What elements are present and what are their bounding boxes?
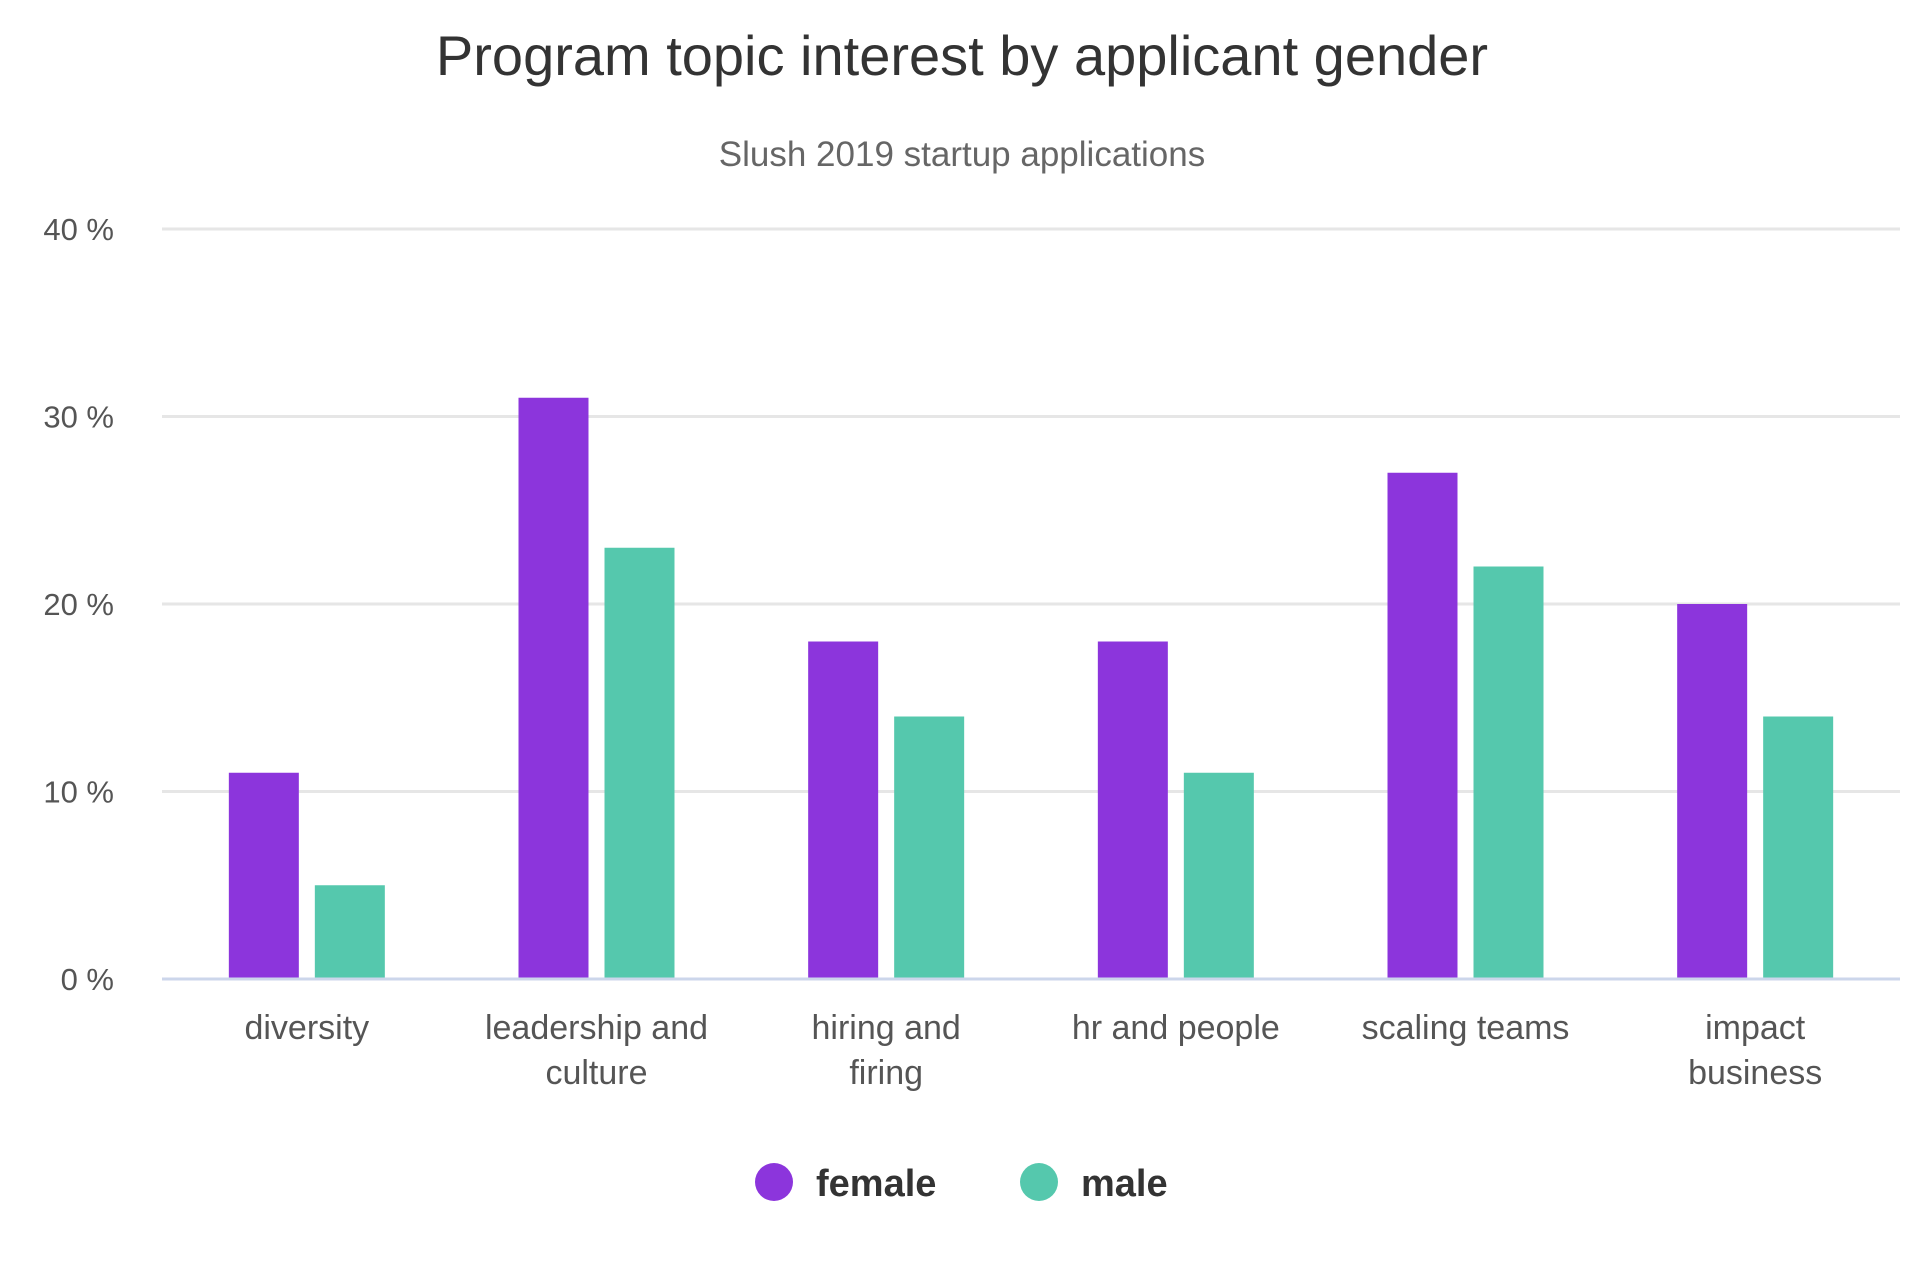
gridlines bbox=[162, 227, 1900, 793]
bar-male[interactable] bbox=[894, 716, 965, 980]
bar-male[interactable] bbox=[314, 885, 385, 979]
y-tick-label: 0 % bbox=[61, 962, 114, 997]
bar-female[interactable] bbox=[808, 641, 879, 980]
bar-male[interactable] bbox=[1763, 716, 1834, 980]
legend-label: male bbox=[1081, 1163, 1168, 1205]
x-tick-label: diversity bbox=[244, 1009, 369, 1047]
legend-swatch bbox=[755, 1163, 793, 1201]
legend-label: female bbox=[816, 1163, 936, 1205]
y-axis-ticks: 0 % 10 % 20 % 30 % 40 % bbox=[43, 212, 114, 997]
y-tick-label: 10 % bbox=[43, 775, 114, 810]
bars bbox=[228, 397, 1834, 980]
x-tick-label: business bbox=[1688, 1054, 1822, 1092]
legend-item-male[interactable]: male bbox=[1020, 1163, 1168, 1205]
bar-female[interactable] bbox=[518, 397, 589, 979]
bar-female[interactable] bbox=[1387, 472, 1458, 979]
bar-male[interactable] bbox=[1473, 566, 1544, 980]
bar-male[interactable] bbox=[1183, 772, 1254, 979]
y-tick-label: 40 % bbox=[43, 212, 114, 247]
chart-title: Program topic interest by applicant gend… bbox=[436, 24, 1488, 87]
x-tick-label: impact bbox=[1705, 1009, 1806, 1047]
x-tick-label: culture bbox=[545, 1054, 647, 1092]
x-tick-label: hr and people bbox=[1072, 1009, 1280, 1047]
x-tick-label: leadership and bbox=[485, 1009, 708, 1047]
bar-female[interactable] bbox=[1097, 641, 1168, 980]
y-tick-label: 30 % bbox=[43, 400, 114, 435]
y-tick-label: 20 % bbox=[43, 587, 114, 622]
bar-female[interactable] bbox=[228, 772, 299, 979]
chart-subtitle: Slush 2019 startup applications bbox=[719, 135, 1205, 174]
bar-female[interactable] bbox=[1677, 604, 1748, 979]
legend[interactable]: female male bbox=[755, 1163, 1168, 1205]
x-tick-label: hiring and bbox=[811, 1009, 960, 1047]
legend-swatch bbox=[1020, 1163, 1058, 1201]
x-tick-label: scaling teams bbox=[1362, 1009, 1570, 1047]
x-tick-label: firing bbox=[849, 1054, 923, 1092]
legend-item-female[interactable]: female bbox=[755, 1163, 936, 1205]
bar-male[interactable] bbox=[604, 547, 675, 979]
x-axis-ticks: diversity leadership and culture hiring and… bbox=[244, 1009, 1822, 1092]
